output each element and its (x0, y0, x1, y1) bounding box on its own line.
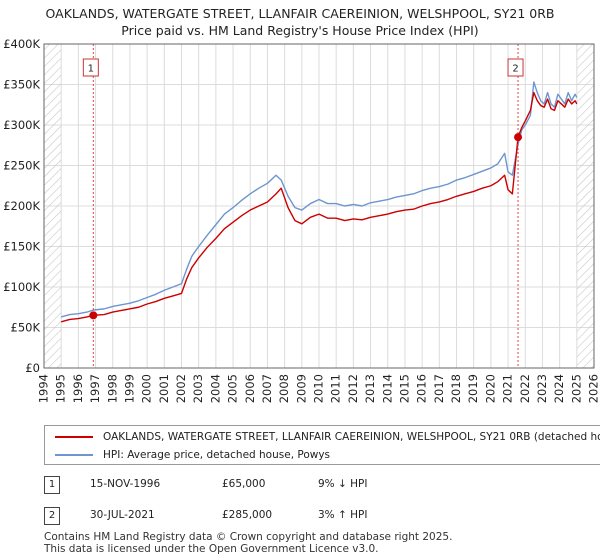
transaction-label: 2 (512, 64, 518, 75)
x-tick-label: 2006 (243, 374, 257, 403)
legend: OAKLANDS, WATERGATE STREET, LLANFAIR CAE… (44, 425, 600, 465)
transaction-label: 1 (88, 64, 94, 75)
x-tick-label: 2001 (157, 374, 171, 403)
plot-border (43, 43, 595, 369)
transaction-price: £65,000 (222, 478, 266, 490)
x-tick-label: 2020 (483, 374, 497, 403)
legend-label-price: OAKLANDS, WATERGATE STREET, LLANFAIR CAE… (103, 431, 600, 443)
transaction-point (514, 133, 523, 142)
transaction-row: 2 30-JUL-2021 £285,000 3% ↑ HPI (0, 507, 600, 527)
x-tick-label: 2018 (449, 374, 463, 403)
legend-item-price: OAKLANDS, WATERGATE STREET, LLANFAIR CAE… (45, 428, 600, 446)
y-tick-label: £0 (25, 361, 40, 375)
x-tick-label: 2012 (346, 374, 360, 403)
x-tick-label: 1998 (105, 374, 119, 403)
y-tick-label: £300K (3, 118, 40, 132)
x-tick-label: 2026 (587, 374, 600, 403)
legend-swatch-hpi (55, 454, 93, 456)
x-tick-label: 2009 (294, 374, 308, 403)
x-tick-label: 2017 (432, 374, 446, 403)
x-tick-label: 2025 (569, 374, 583, 403)
y-tick-label: £50K (11, 321, 41, 335)
x-tick-label: 2000 (140, 374, 154, 403)
transaction-number: 2 (44, 507, 60, 525)
x-tick-label: 2024 (552, 374, 566, 403)
legend-label-hpi: HPI: Average price, detached house, Powy… (103, 449, 331, 461)
x-tick-label: 2019 (466, 374, 480, 403)
x-tick-label: 2014 (380, 374, 394, 403)
transaction-price: £285,000 (222, 509, 273, 521)
x-tick-label: 2011 (329, 374, 343, 403)
legend-item-hpi: HPI: Average price, detached house, Powy… (45, 446, 330, 464)
y-tick-label: £350K (3, 78, 40, 92)
x-tick-label: 1995 (54, 374, 68, 403)
x-tick-label: 2007 (260, 374, 274, 403)
transaction-date: 30-JUL-2021 (90, 509, 155, 521)
transaction-number: 1 (44, 476, 60, 494)
transaction-label-box (507, 58, 524, 77)
footer-copyright: Contains HM Land Registry data © Crown c… (44, 531, 453, 543)
transaction-point (89, 311, 98, 320)
transaction-row: 1 15-NOV-1996 £65,000 9% ↓ HPI (0, 476, 600, 496)
y-tick-label: £200K (3, 199, 40, 213)
footer-license: This data is licensed under the Open Gov… (44, 543, 379, 555)
x-tick-label: 2003 (191, 374, 205, 403)
x-tick-label: 2022 (518, 374, 532, 403)
x-tick-label: 2016 (415, 374, 429, 403)
transaction-label-box (82, 58, 99, 77)
transaction-date: 15-NOV-1996 (90, 478, 161, 490)
no-data-region-end (576, 44, 594, 368)
x-tick-label: 2010 (312, 374, 326, 403)
x-tick-label: 2015 (397, 374, 411, 403)
y-tick-label: £400K (3, 37, 40, 51)
x-tick-label: 1994 (37, 374, 51, 403)
price-series-line (60, 91, 578, 323)
price-chart: 1 2 £0 £50K £100K £150K £200K £250K £300K £350K £… (3, 37, 600, 403)
no-data-region-start (44, 44, 62, 368)
chart-title: OAKLANDS, WATERGATE STREET, LLANFAIR CAE… (45, 6, 555, 21)
y-tick-label: £150K (3, 240, 40, 254)
x-tick-label: 2008 (277, 374, 291, 403)
x-tick-label: 2023 (535, 374, 549, 403)
x-tick-label: 2002 (174, 374, 188, 403)
x-tick-label: 2004 (208, 374, 222, 403)
chart-subtitle: Price paid vs. HM Land Registry's House … (121, 23, 479, 38)
transaction-hpi-diff: 9% ↓ HPI (318, 478, 368, 490)
y-tick-label: £250K (3, 159, 40, 173)
x-tick-label: 1997 (88, 374, 102, 403)
x-tick-label: 2005 (226, 374, 240, 403)
x-tick-label: 1996 (71, 374, 85, 403)
x-tick-label: 2013 (363, 374, 377, 403)
x-tick-label: 1999 (122, 374, 136, 403)
y-tick-label: £100K (3, 280, 40, 294)
x-tick-label: 2021 (501, 374, 515, 403)
legend-swatch-price (55, 436, 93, 438)
transaction-hpi-diff: 3% ↑ HPI (318, 509, 368, 521)
hpi-series-line (60, 81, 578, 318)
